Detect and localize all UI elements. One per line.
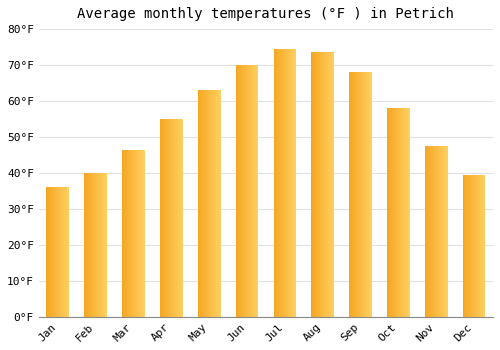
Title: Average monthly temperatures (°F ) in Petrich: Average monthly temperatures (°F ) in Pe… xyxy=(78,7,454,21)
